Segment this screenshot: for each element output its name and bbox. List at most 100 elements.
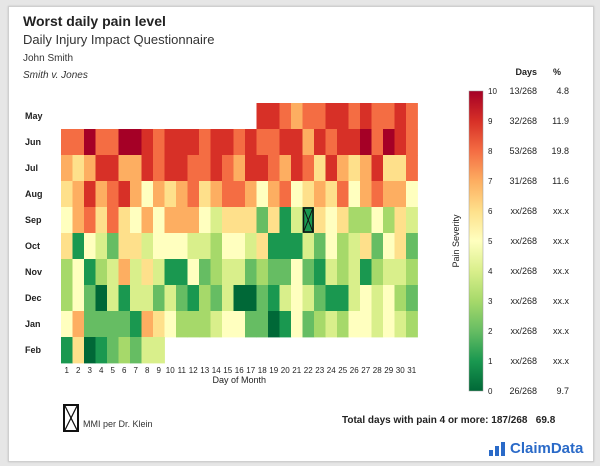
- heatmap-cell-jan-20: [279, 311, 292, 338]
- heatmap-cell-nov-28: [371, 259, 384, 286]
- heatmap-cell-dec-19: [268, 285, 280, 312]
- mmi-legend-label: MMI per Dr. Klein: [83, 419, 153, 429]
- heatmap-cell-jan-14: [210, 311, 223, 338]
- heatmap-cell-aug-10: [164, 181, 177, 208]
- heatmap-cell-oct-12: [187, 233, 200, 260]
- x-tick-label-12: 12: [189, 366, 198, 375]
- heatmap-cell-jun-14: [210, 129, 223, 156]
- total-days: 187/268: [491, 415, 528, 426]
- table-days-1: xx/268: [510, 356, 537, 366]
- heatmap-cell-sep-23: [314, 207, 326, 234]
- colorbar-tick-4: 4: [488, 267, 493, 276]
- heatmap-cell-jan-16: [233, 311, 246, 338]
- heatmap-cell-nov-17: [245, 259, 257, 286]
- heatmap-cell-jan-29: [383, 311, 395, 338]
- heatmap-cell-oct-23: [314, 233, 326, 260]
- heatmap-cell-aug-22: [302, 181, 315, 208]
- colorbar-tick-1: 1: [488, 357, 493, 366]
- x-tick-label-2: 2: [76, 366, 81, 375]
- heatmap-cell-jun-19: [268, 129, 280, 156]
- heatmap-cell-jul-26: [348, 155, 361, 182]
- heatmap-cell-sep-16: [233, 207, 246, 234]
- heatmap-cell-dec-17: [245, 285, 257, 312]
- table-pct-8: 19.8: [551, 146, 569, 156]
- heatmap-cell-jan-17: [245, 311, 257, 338]
- heatmap-cell-nov-9: [153, 259, 165, 286]
- month-label-jun: Jun: [25, 137, 41, 147]
- heatmap-cell-jul-18: [256, 155, 269, 182]
- heatmap-cell-jun-9: [153, 129, 165, 156]
- heatmap-cell-jul-5: [107, 155, 119, 182]
- heatmap-cell-aug-8: [141, 181, 154, 208]
- x-tick-label-5: 5: [111, 366, 116, 375]
- heatmap-cell-dec-10: [164, 285, 177, 312]
- table-days-4: xx/268: [510, 266, 537, 276]
- heatmap-cell-may-19: [268, 103, 280, 130]
- heatmap-cell-sep-15: [222, 207, 234, 234]
- heatmap-cell-aug-27: [360, 181, 372, 208]
- heatmap-cell-oct-28: [371, 233, 384, 260]
- heatmap-cell-oct-3: [84, 233, 96, 260]
- heatmap-cell-aug-30: [394, 181, 407, 208]
- x-tick-label-26: 26: [350, 366, 359, 375]
- chart-subtitle: Daily Injury Impact Questionnaire: [23, 32, 215, 47]
- heatmap-cell-oct-31: [406, 233, 418, 260]
- heatmap-cell-aug-12: [187, 181, 200, 208]
- heatmap-cell-jan-9: [153, 311, 165, 338]
- heatmap-cell-oct-9: [153, 233, 165, 260]
- heatmap-cell-jul-24: [325, 155, 338, 182]
- heatmap-cell-jul-4: [95, 155, 108, 182]
- heatmap-cell-jan-10: [164, 311, 177, 338]
- heatmap-cell-jul-12: [187, 155, 200, 182]
- heatmap-cell-aug-16: [233, 181, 246, 208]
- heatmap-cell-jul-31: [406, 155, 418, 182]
- heatmap-cell-dec-1: [61, 285, 73, 312]
- heatmap-cell-nov-15: [222, 259, 234, 286]
- colorbar-tick-3: 3: [488, 297, 493, 306]
- heatmap-cell-jun-27: [360, 129, 372, 156]
- heatmap-cell-nov-13: [199, 259, 211, 286]
- x-tick-label-7: 7: [134, 366, 139, 375]
- table-days-10: 13/268: [509, 86, 537, 96]
- heatmap-cell-may-29: [383, 103, 395, 130]
- heatmap-cell-jul-13: [199, 155, 211, 182]
- heatmap-cell-jul-10: [164, 155, 177, 182]
- x-tick-label-29: 29: [384, 366, 393, 375]
- colorbar-tick-8: 8: [488, 147, 493, 156]
- colorbar-tick-0: 0: [488, 387, 493, 396]
- heatmap-cell-nov-23: [314, 259, 326, 286]
- heatmap-cell-oct-27: [360, 233, 372, 260]
- heatmap-cell-jul-16: [233, 155, 246, 182]
- heatmap-cell-jan-15: [222, 311, 234, 338]
- table-days-2: xx/268: [510, 326, 537, 336]
- heatmap-cell-jun-16: [233, 129, 246, 156]
- heatmap-cell-nov-18: [256, 259, 269, 286]
- heatmap-cell-dec-16: [233, 285, 246, 312]
- x-tick-label-27: 27: [361, 366, 370, 375]
- x-tick-label-23: 23: [315, 366, 324, 375]
- heatmap-cell-sep-30: [394, 207, 407, 234]
- heatmap-cell-nov-22: [302, 259, 315, 286]
- x-tick-label-9: 9: [157, 366, 162, 375]
- heatmap-cell-nov-25: [337, 259, 349, 286]
- heatmap-cell-may-27: [360, 103, 372, 130]
- heatmap-cell-jan-3: [84, 311, 96, 338]
- x-tick-label-18: 18: [258, 366, 267, 375]
- brand-name: ClaimData: [510, 440, 584, 457]
- x-tick-label-30: 30: [396, 366, 405, 375]
- heatmap-cell-jan-27: [360, 311, 372, 338]
- heatmap-cell-dec-12: [187, 285, 200, 312]
- mmi-marker-cross-b: [303, 207, 314, 233]
- x-tick-label-17: 17: [246, 366, 255, 375]
- table-pct-9: 11.9: [552, 116, 569, 126]
- heatmap-cell-jun-22: [302, 129, 315, 156]
- colorbar-tick-10: 10: [488, 87, 497, 96]
- heatmap-cell-sep-29: [383, 207, 395, 234]
- heatmap-cell-may-21: [291, 103, 303, 130]
- heatmap-cell-jul-7: [130, 155, 142, 182]
- heatmap-cell-may-18: [256, 103, 269, 130]
- heatmap-cell-nov-6: [118, 259, 131, 286]
- heatmap-cell-dec-20: [279, 285, 292, 312]
- table-pct-1: xx.x: [553, 356, 570, 366]
- heatmap-cell-sep-6: [118, 207, 131, 234]
